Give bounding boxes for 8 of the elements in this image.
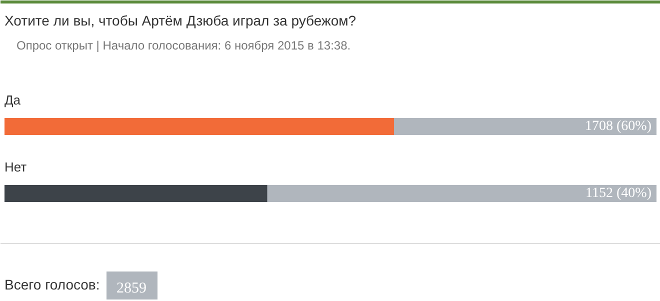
chart-subtitle: Опрос открыт | Начало голосования: 6 ноября 2015 в 13:38. <box>16 38 351 52</box>
y-tick-label: Да <box>4 92 22 108</box>
data-label: 1152 (40%) <box>586 186 652 201</box>
text: Всего голосов: <box>4 276 100 292</box>
y-tick-label: Нет <box>4 160 27 174</box>
text: 2859 <box>116 280 146 296</box>
chart-title: Хотите ли вы, чтобы Артём Дзюба играл за рубежом? <box>4 12 356 28</box>
data-label: 1708 (60%) <box>585 119 652 134</box>
